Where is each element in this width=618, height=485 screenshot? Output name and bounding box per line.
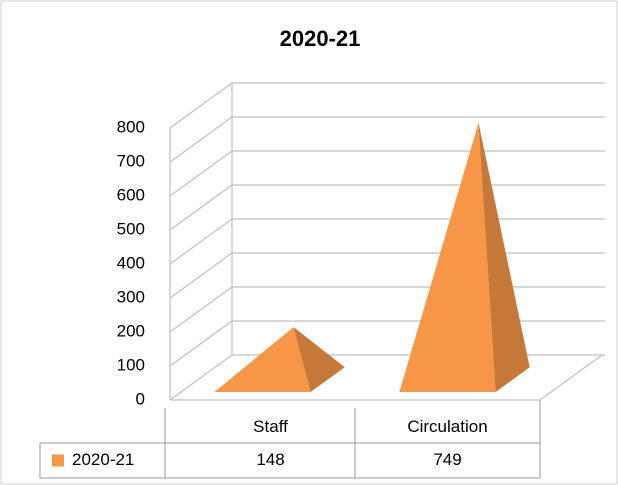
- pyramid-side: [478, 122, 530, 392]
- x-tick-label: Circulation: [407, 417, 487, 436]
- pyramid-front: [399, 122, 496, 392]
- y-tick-label: 0: [136, 389, 145, 408]
- pyramid: [399, 122, 530, 392]
- y-tick-label: 500: [117, 219, 145, 238]
- pyramid-side: [293, 327, 345, 392]
- y-tick-label: 300: [117, 287, 145, 306]
- y-tick-label: 100: [117, 355, 145, 374]
- legend-swatch: [52, 454, 64, 467]
- y-tick-label: 200: [117, 321, 145, 340]
- grid-line: [169, 116, 605, 163]
- grid-line: [169, 82, 605, 129]
- pyramid-front: [214, 327, 311, 392]
- y-tick-label: 700: [117, 151, 145, 170]
- x-tick-label: Staff: [253, 417, 288, 436]
- table-value: 749: [433, 450, 461, 469]
- y-tick-label: 800: [117, 117, 145, 136]
- pyramid: [214, 327, 345, 392]
- y-tick-label: 400: [117, 253, 145, 272]
- chart-title: 2020-21: [280, 26, 361, 51]
- floor-edge: [539, 354, 603, 401]
- table-value: 148: [256, 450, 284, 469]
- legend-label: 2020-21: [72, 450, 134, 469]
- pyramid-side-shade: [478, 122, 530, 392]
- pyramid-side-shade: [293, 327, 345, 392]
- y-tick-label: 600: [117, 185, 145, 204]
